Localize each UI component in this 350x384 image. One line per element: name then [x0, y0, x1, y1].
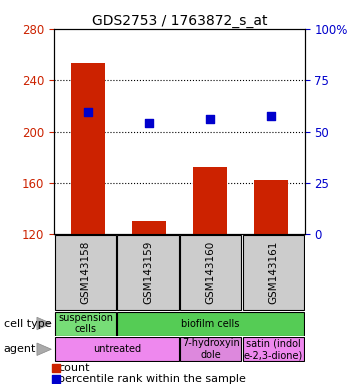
- Point: [207, 116, 213, 122]
- Text: untreated: untreated: [93, 344, 141, 354]
- Bar: [55, 337, 179, 361]
- Text: suspension
cells: suspension cells: [58, 313, 113, 334]
- Bar: [243, 235, 304, 310]
- Bar: [55, 311, 116, 336]
- Bar: [254, 180, 288, 234]
- Text: 7-hydroxyin
dole: 7-hydroxyin dole: [182, 338, 239, 360]
- Title: GDS2753 / 1763872_s_at: GDS2753 / 1763872_s_at: [92, 14, 267, 28]
- Text: GSM143159: GSM143159: [143, 241, 153, 305]
- Bar: [118, 235, 179, 310]
- Point: [53, 365, 58, 371]
- Bar: [55, 235, 116, 310]
- Text: GSM143158: GSM143158: [80, 241, 91, 305]
- Text: GSM143160: GSM143160: [206, 241, 216, 304]
- Text: cell type: cell type: [4, 318, 51, 329]
- Text: percentile rank within the sample: percentile rank within the sample: [58, 374, 246, 384]
- Point: [85, 109, 91, 115]
- Polygon shape: [37, 317, 51, 330]
- Point: [146, 119, 152, 126]
- Bar: [132, 222, 166, 234]
- Bar: [71, 63, 105, 234]
- Text: agent: agent: [4, 344, 36, 354]
- Text: GSM143161: GSM143161: [268, 241, 278, 305]
- Bar: [180, 337, 241, 361]
- Bar: [180, 235, 241, 310]
- Bar: [118, 311, 304, 336]
- Polygon shape: [37, 343, 51, 356]
- Text: count: count: [58, 363, 90, 373]
- Point: [268, 113, 274, 119]
- Text: biofilm cells: biofilm cells: [181, 318, 240, 329]
- Point: [53, 376, 58, 382]
- Text: satin (indol
e-2,3-dione): satin (indol e-2,3-dione): [244, 338, 303, 360]
- Bar: [243, 337, 304, 361]
- Bar: [193, 167, 227, 234]
